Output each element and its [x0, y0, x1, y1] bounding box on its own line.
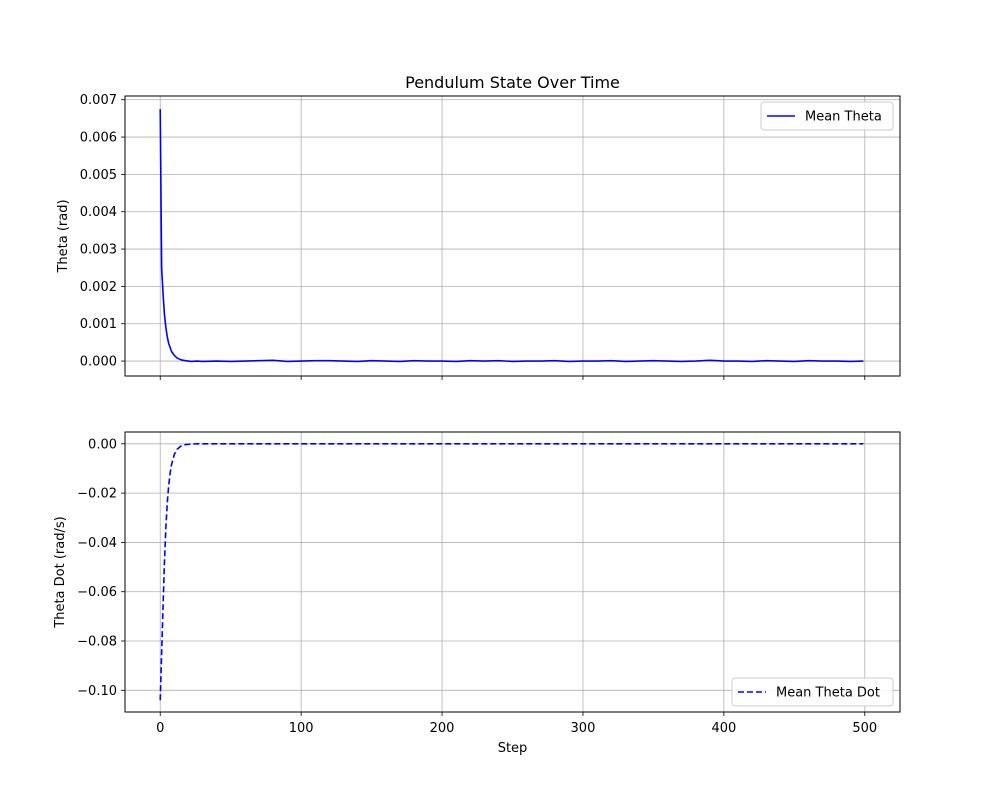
y-tick-label: −0.02 — [77, 487, 117, 502]
top-y-axis-label: Theta (rad) — [56, 199, 71, 273]
bottom-ticks: 0 100 200 300 400 500 −0.10 −0.08 −0.06 −0.04 −0.0… — [77, 437, 877, 736]
x-tick-label: 400 — [711, 721, 736, 736]
bottom-legend: Mean Theta Dot — [731, 677, 894, 707]
top-axes-frame — [124, 95, 901, 377]
chart-title: Pendulum State Over Time — [405, 73, 620, 92]
x-tick-label: 500 — [852, 721, 877, 736]
legend-box — [760, 101, 894, 131]
y-tick-label: 0.005 — [80, 168, 117, 183]
y-tick-label: −0.08 — [77, 635, 117, 650]
y-tick-label: 0.00 — [88, 437, 117, 452]
x-tick-label: 0 — [156, 721, 164, 736]
bottom-axes-frame — [124, 431, 901, 713]
x-axis-label: Step — [498, 741, 528, 756]
y-tick-label: −0.06 — [77, 585, 117, 600]
y-tick-label: 0.006 — [80, 131, 117, 146]
top-legend: Mean Theta — [760, 101, 894, 131]
x-tick-label: 200 — [430, 721, 455, 736]
series-line — [159, 109, 864, 363]
legend-box — [731, 677, 894, 707]
y-tick-label: 0.000 — [80, 355, 117, 370]
x-tick-label: 300 — [571, 721, 596, 736]
y-tick-label: 0.002 — [80, 280, 117, 295]
legend-label: Mean Theta — [805, 110, 882, 125]
y-tick-label: −0.10 — [77, 684, 117, 699]
x-tick-label: 100 — [289, 721, 314, 736]
y-tick-label: 0.001 — [80, 317, 117, 332]
series-line — [159, 443, 864, 701]
top-plot: 0.000 0.001 0.002 0.003 0.004 0.005 0.006 0.007… — [56, 93, 901, 380]
y-tick-label: −0.04 — [77, 536, 117, 551]
top-ticks: 0.000 0.001 0.002 0.003 0.004 0.005 0.006 0.007 — [80, 93, 866, 380]
y-tick-label: 0.004 — [80, 205, 117, 220]
top-series — [159, 109, 864, 363]
bottom-grid — [125, 432, 900, 712]
bottom-plot: 0 100 200 300 400 500 −0.10 −0.08 −0.06 −0.04 −0.0… — [53, 431, 901, 756]
y-tick-label: 0.003 — [80, 243, 117, 258]
bottom-series — [159, 443, 864, 701]
bottom-y-axis-label: Theta Dot (rad/s) — [53, 516, 68, 628]
y-tick-label: 0.007 — [80, 93, 117, 108]
legend-label: Mean Theta Dot — [776, 686, 880, 701]
